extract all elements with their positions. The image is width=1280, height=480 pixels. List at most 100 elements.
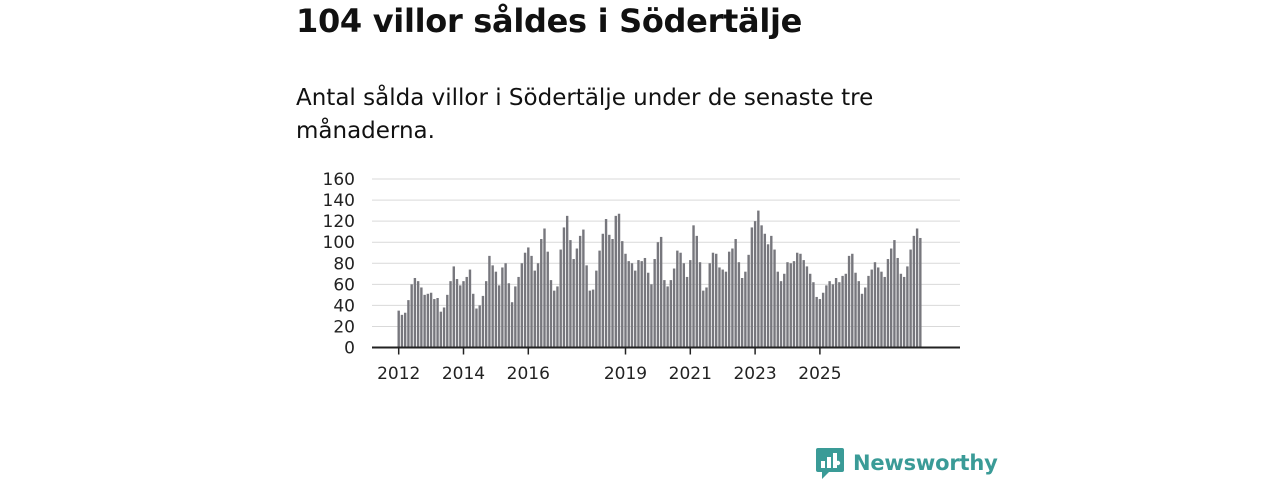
bar xyxy=(413,277,417,348)
bar xyxy=(857,281,860,348)
bar xyxy=(598,250,601,348)
bar xyxy=(747,254,750,348)
bar xyxy=(825,285,828,348)
bar xyxy=(692,225,695,348)
y-tick-label: 160 xyxy=(323,170,355,190)
bar xyxy=(442,307,446,348)
bar xyxy=(543,228,546,348)
bar xyxy=(433,299,436,348)
bar xyxy=(504,263,507,348)
bar xyxy=(883,276,886,348)
bar xyxy=(734,239,737,348)
bar xyxy=(864,287,867,348)
x-tick-label: 2019 xyxy=(604,364,647,384)
bars xyxy=(397,210,922,348)
bar xyxy=(429,292,433,348)
bar xyxy=(792,261,796,348)
bar xyxy=(834,277,838,348)
bar xyxy=(877,267,880,348)
bar xyxy=(575,248,579,348)
bar xyxy=(556,286,559,348)
bar xyxy=(484,281,488,348)
bar xyxy=(650,284,653,348)
bar xyxy=(565,215,569,348)
bar xyxy=(400,314,404,348)
bar xyxy=(582,229,585,348)
bar xyxy=(893,240,896,348)
x-tick-label: 2025 xyxy=(798,364,841,384)
bar xyxy=(624,253,627,348)
bar xyxy=(679,252,682,348)
bar xyxy=(676,250,679,348)
chart-subtitle: Antal sålda villor i Södertälje under de… xyxy=(296,85,874,144)
bar xyxy=(689,260,692,348)
bar xyxy=(796,252,799,348)
y-tick-label: 140 xyxy=(323,191,355,211)
bar xyxy=(702,290,705,348)
bar xyxy=(902,276,906,348)
bar xyxy=(685,276,689,348)
bar xyxy=(540,239,543,348)
bar xyxy=(909,249,912,348)
bar xyxy=(760,225,763,348)
bar xyxy=(851,253,854,348)
bar xyxy=(718,267,721,348)
bar xyxy=(786,262,789,348)
bar xyxy=(802,260,805,348)
bar xyxy=(585,265,588,348)
bar xyxy=(912,235,916,348)
bar xyxy=(452,266,455,348)
newsworthy-logo-text: Newsworthy xyxy=(853,451,998,475)
bar xyxy=(899,273,903,348)
bar xyxy=(906,266,909,348)
bar xyxy=(653,259,656,348)
bar xyxy=(753,221,757,348)
bar xyxy=(604,219,608,348)
bar xyxy=(549,280,553,348)
bar xyxy=(643,257,647,348)
bar xyxy=(510,302,514,348)
bar xyxy=(595,270,598,348)
bar xyxy=(779,281,783,348)
newsworthy-logo-icon xyxy=(816,448,844,479)
bar xyxy=(737,262,741,348)
bar xyxy=(446,294,449,348)
bar xyxy=(527,247,530,348)
bar xyxy=(520,263,524,348)
bar xyxy=(646,272,650,348)
bar xyxy=(439,311,443,348)
bar xyxy=(562,227,566,348)
bar xyxy=(559,249,562,348)
x-tick-label: 2012 xyxy=(377,364,420,384)
bar xyxy=(588,290,592,348)
bar xyxy=(789,263,792,348)
bar xyxy=(459,285,462,348)
bar xyxy=(821,292,825,348)
bar xyxy=(507,283,511,348)
bar xyxy=(627,261,630,348)
bar xyxy=(416,281,420,348)
bar xyxy=(536,263,540,348)
y-tick-label: 100 xyxy=(323,233,355,253)
bar xyxy=(711,252,715,348)
bar xyxy=(715,253,718,348)
bar xyxy=(462,281,465,348)
bar xyxy=(828,281,831,348)
bar xyxy=(886,259,890,348)
bar xyxy=(773,249,776,348)
bar xyxy=(591,289,595,348)
bar xyxy=(472,293,475,348)
bar xyxy=(523,252,527,348)
bar xyxy=(669,280,673,348)
bar xyxy=(436,298,439,348)
bar xyxy=(659,236,663,348)
bar xyxy=(757,210,760,348)
bar xyxy=(501,267,504,348)
bar xyxy=(491,265,494,348)
bar xyxy=(530,255,533,348)
bar xyxy=(420,287,423,348)
bar xyxy=(847,255,851,348)
bar xyxy=(403,312,407,348)
bar xyxy=(770,235,773,348)
